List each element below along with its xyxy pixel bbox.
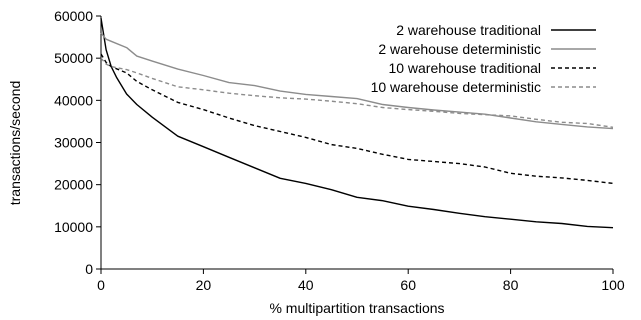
x-tick-label: 40 — [298, 277, 314, 293]
x-tick-label: 60 — [400, 277, 416, 293]
legend-label-1: 2 warehouse traditional — [396, 22, 541, 38]
legend-label-3: 10 warehouse traditional — [388, 60, 541, 76]
x-tick-label: 80 — [503, 277, 519, 293]
y-tick-label: 40000 — [54, 92, 93, 108]
x-tick-label: 20 — [196, 277, 212, 293]
series-lines — [100, 17, 614, 229]
x-tick-label: 100 — [601, 277, 625, 293]
y-tick-label: 30000 — [54, 135, 93, 151]
legend: 2 warehouse traditional 2 warehouse deter… — [371, 22, 596, 95]
series-line-4 — [100, 57, 614, 128]
y-tick-label: 0 — [85, 261, 93, 277]
series-line-1 — [100, 17, 614, 229]
x-tick-label: 0 — [97, 277, 105, 293]
y-axis-title: transactions/second — [7, 81, 23, 206]
y-tick-label: 60000 — [54, 8, 93, 24]
series-line-2 — [100, 32, 614, 130]
series-line-3 — [100, 53, 614, 185]
axes — [96, 15, 614, 274]
x-axis-title: % multipartition transactions — [269, 300, 444, 316]
legend-label-4: 10 warehouse deterministic — [371, 79, 541, 95]
legend-label-2: 2 warehouse deterministic — [378, 41, 541, 57]
y-tick-label: 50000 — [54, 50, 93, 66]
y-tick-label: 10000 — [54, 219, 93, 235]
tick-labels: 0 10000 20000 30000 40000 50000 60000 0 20 40 60 80… — [54, 8, 625, 293]
y-tick-label: 20000 — [54, 177, 93, 193]
